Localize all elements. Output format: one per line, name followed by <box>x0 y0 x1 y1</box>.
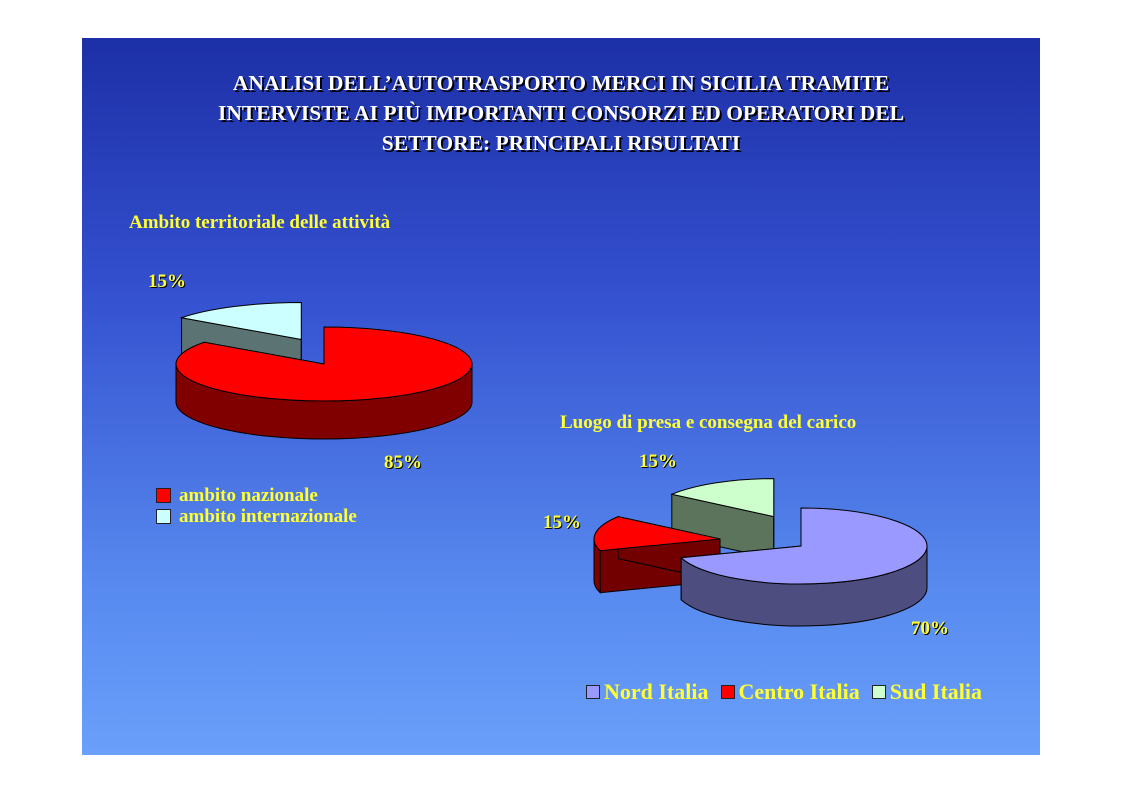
chart1-slice-0 <box>175 326 473 440</box>
legend-label-centro: Centro Italia <box>738 679 860 704</box>
legend-item-nord: Nord Italia <box>586 679 709 705</box>
slide: ANALISI DELL’AUTOTRASPORTO MERCI IN SICI… <box>82 38 1040 755</box>
chart1-pie <box>175 301 473 440</box>
legend-label-sud: Sud Italia <box>889 679 983 704</box>
legend-swatch-internazionale <box>156 509 171 524</box>
legend-label-nazionale: ambito nazionale <box>179 484 318 506</box>
slide-title: ANALISI DELL’AUTOTRASPORTO MERCI IN SICI… <box>82 68 1040 158</box>
chart1-legend: ambito nazionale ambito internazionale <box>156 485 357 527</box>
legend-item-internazionale: ambito internazionale <box>156 506 357 527</box>
legend-item-centro: Centro Italia <box>720 679 860 705</box>
title-line-2: INTERVISTE AI PIÙ IMPORTANTI CONSORZI ED… <box>217 101 905 125</box>
chart2-label-sud: 15% <box>639 451 677 472</box>
legend-swatch-nazionale <box>156 488 171 503</box>
chart2-legend: Nord Italia Centro Italia Sud Italia <box>586 679 994 705</box>
chart2-slice-0 <box>680 507 928 627</box>
chart2-title: Luogo di presa e consegna del carico <box>560 412 857 433</box>
chart2-label-centro: 15% <box>543 512 581 533</box>
chart2-pie <box>593 478 928 627</box>
chart1-title: Ambito territoriale delle attività <box>129 212 391 233</box>
title-line-3: SETTORE: PRINCIPALI RISULTATI <box>381 131 741 155</box>
legend-swatch-sud <box>871 685 886 699</box>
legend-label-internazionale: ambito internazionale <box>179 505 357 527</box>
legend-label-nord: Nord Italia <box>604 679 709 704</box>
legend-swatch-centro <box>720 685 735 699</box>
chart1-label-internazionale: 15% <box>148 271 186 292</box>
chart1-label-nazionale: 85% <box>384 452 422 473</box>
legend-item-nazionale: ambito nazionale <box>156 485 357 506</box>
legend-swatch-nord <box>586 685 600 699</box>
legend-item-sud: Sud Italia <box>871 679 983 705</box>
title-line-1: ANALISI DELL’AUTOTRASPORTO MERCI IN SICI… <box>232 71 890 95</box>
chart2-label-nord: 70% <box>911 618 949 639</box>
